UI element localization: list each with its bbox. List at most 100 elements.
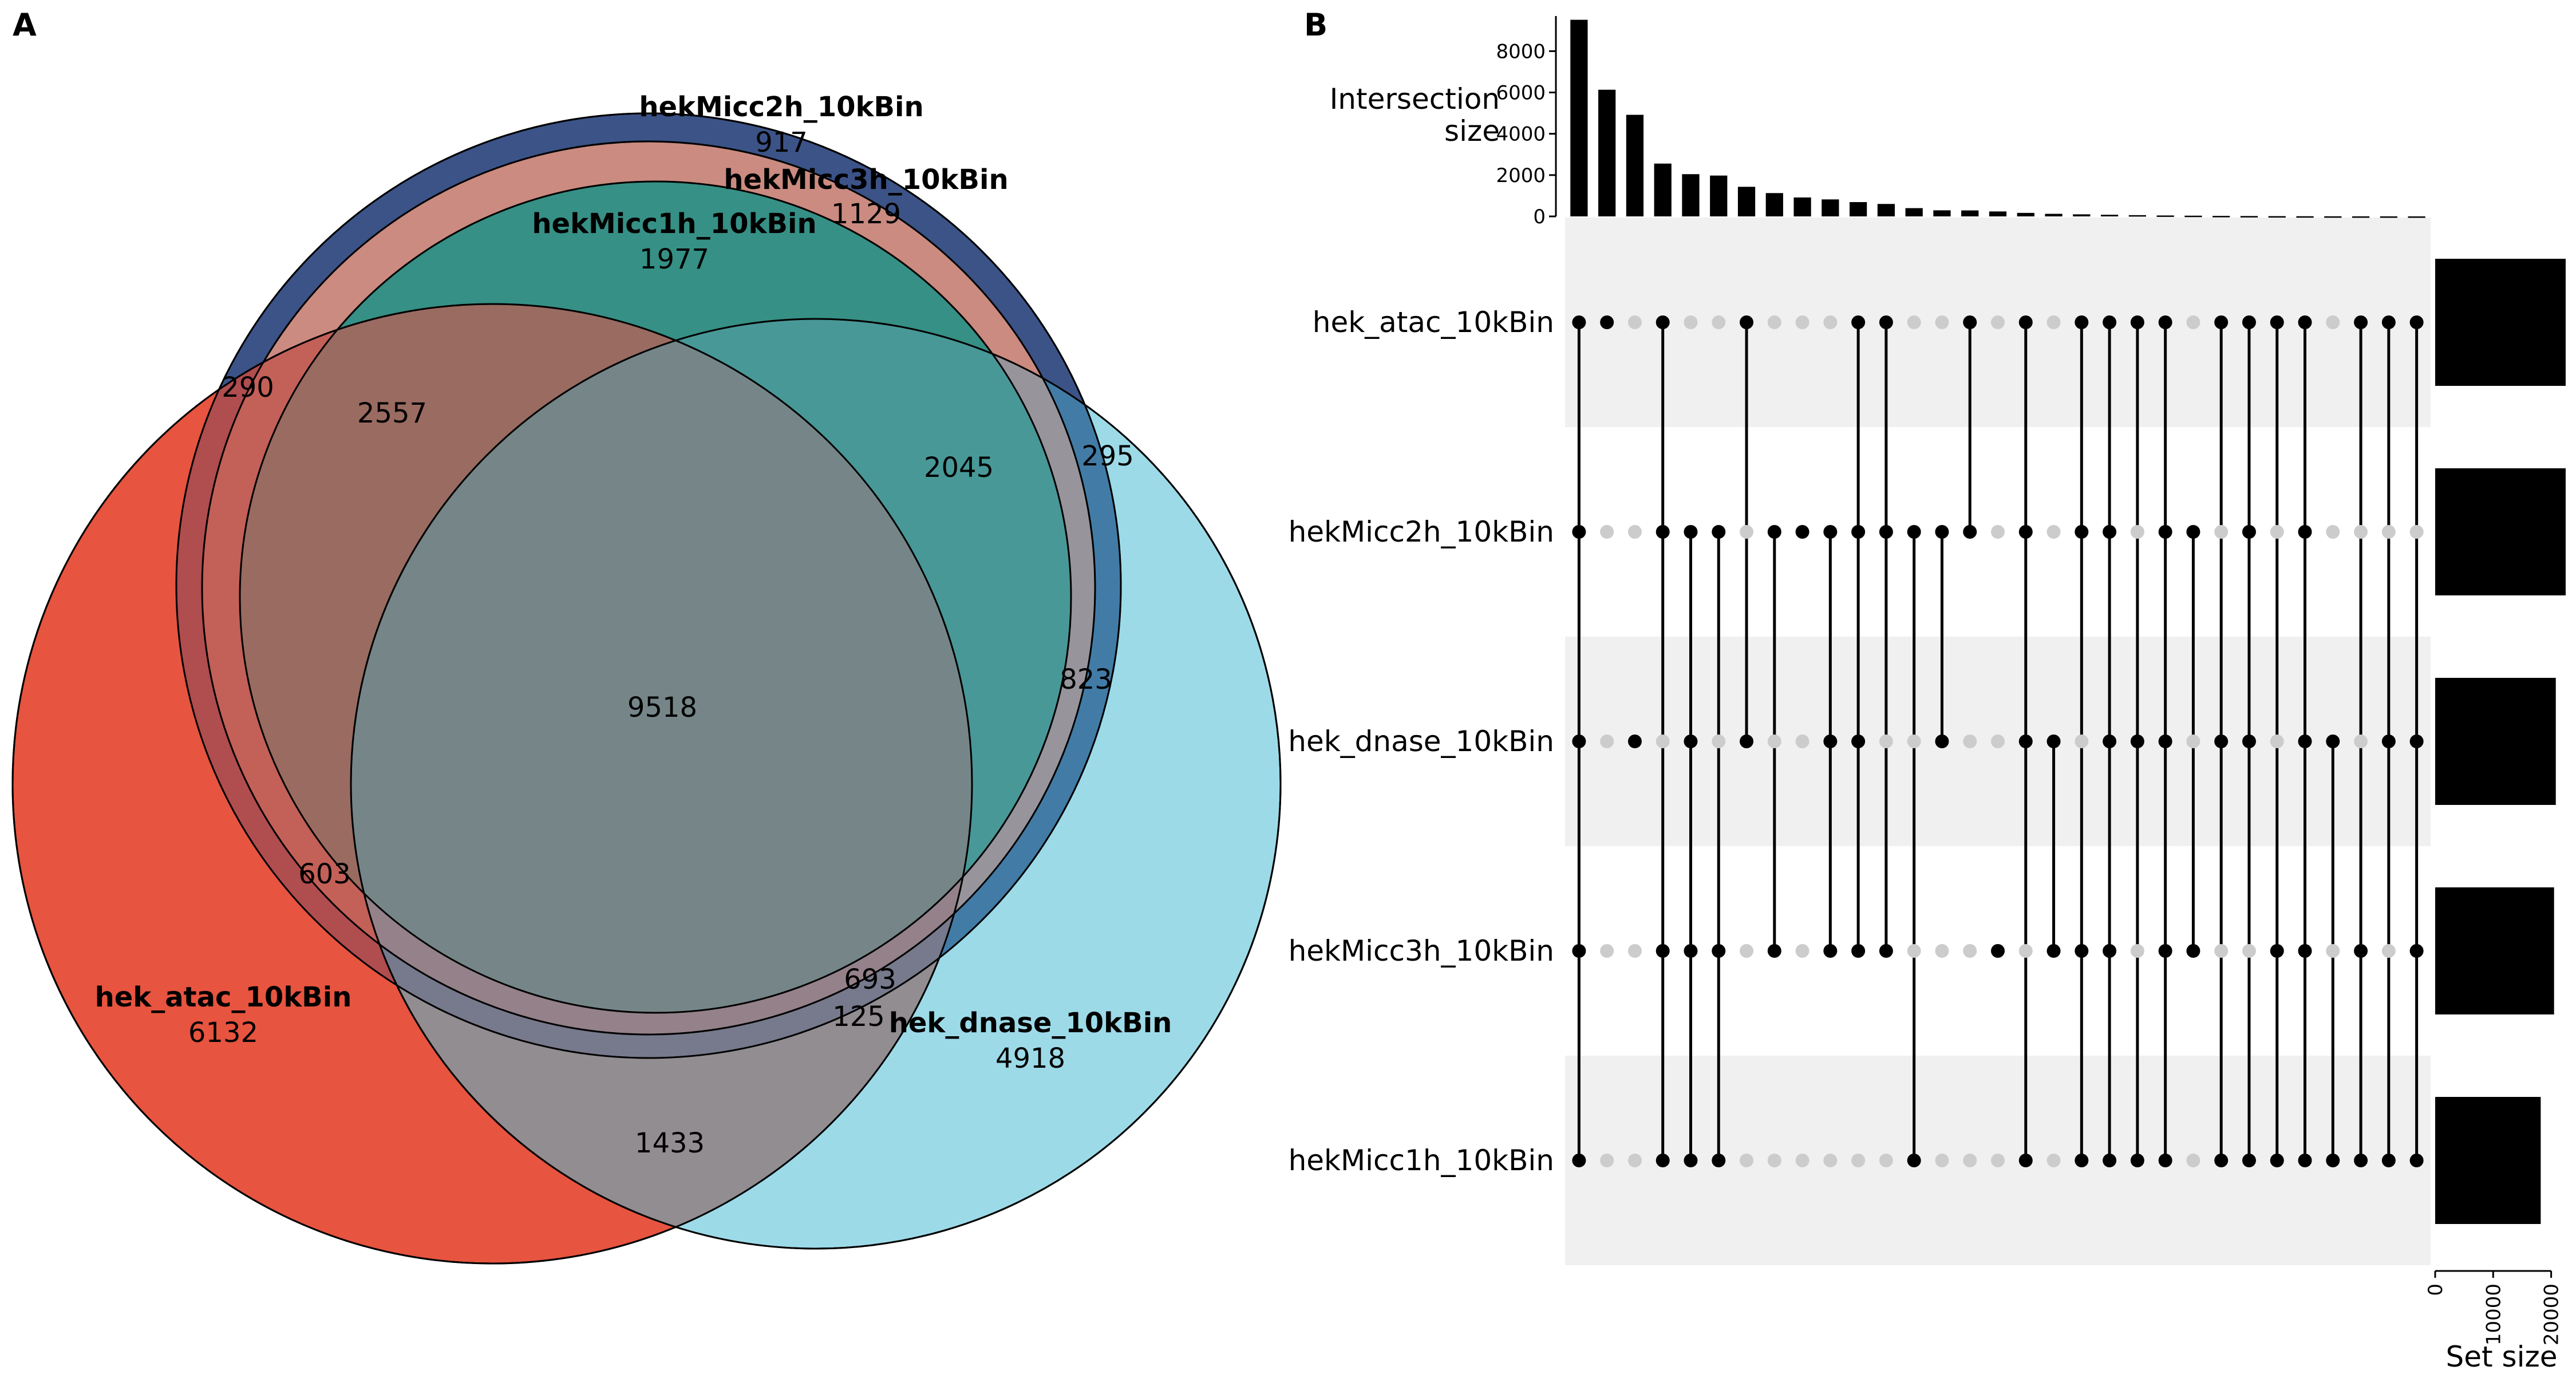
venn-region-value: 693 [844,964,896,996]
matrix-dot-inactive [1600,735,1614,748]
matrix-dot-active [2018,735,2033,748]
matrix-dot-active [2326,735,2340,748]
matrix-dot-inactive [2326,315,2340,329]
matrix-dot-active [2381,1154,2396,1167]
intersection-bar [2128,215,2146,217]
matrix-dot-inactive [1991,525,2005,539]
matrix-dot-active [2103,735,2117,748]
matrix-dot-active [2298,525,2312,539]
set-size-bar [2435,259,2566,386]
venn-region-value: 2045 [924,452,994,484]
set-label: hek_dnase_10kBin [1288,725,1554,758]
matrix-dot-active [2103,944,2117,958]
venn-set-count-hekMicc2h: 917 [755,127,808,159]
matrix-dot-active [1851,315,1866,329]
matrix-dot-active [1600,315,1614,329]
matrix-dot-inactive [2326,525,2340,539]
matrix-dot-active [1879,525,1893,539]
venn-set-count-hekMicc3h: 1129 [831,198,901,230]
matrix-dot-inactive [2214,944,2229,958]
matrix-dot-inactive [1740,944,1754,958]
intersection-bar [1961,210,1979,216]
matrix-dot-inactive [1991,315,2005,329]
matrix-dot-active [1684,944,1698,958]
matrix-dot-inactive [1627,1154,1642,1167]
matrix-dot-active [1851,944,1866,958]
matrix-dot-inactive [1851,1154,1866,1167]
matrix-dot-active [1572,944,1586,958]
intersection-size-axis: 0 2000 4000 6000 8000 Intersection size [1330,16,1557,228]
matrix-dot-inactive [1795,944,1809,958]
matrix-dot-active [1963,525,1977,539]
matrix-dot-inactive [1740,525,1754,539]
panel-label-a: A [13,7,37,43]
venn-region-value: 823 [1060,664,1112,696]
matrix-dot-active [2354,315,2368,329]
venn-region-value: 125 [832,1001,885,1033]
venn-region-value: 2557 [357,397,427,429]
matrix-dot-active [1795,525,1809,539]
matrix-dot-active [2354,1154,2368,1167]
matrix-dot-active [1740,315,1754,329]
matrix-dot-active [1879,315,1893,329]
matrix-dot-active [1712,1154,1726,1167]
matrix-dot-active [2158,944,2172,958]
matrix-dot-active [1823,525,1838,539]
matrix-dot-active [2075,1154,2089,1167]
matrix-dot-active [2214,315,2229,329]
matrix-dot-inactive [2186,735,2200,748]
matrix-dot-inactive [2409,525,2424,539]
matrix-dot-active [2326,1154,2340,1167]
matrix-dot-active [2270,315,2284,329]
matrix-dot-active [2270,944,2284,958]
venn-overlay-micc3h [202,141,1095,1035]
matrix-dot-active [2158,315,2172,329]
matrix-dot-inactive [1795,315,1809,329]
matrix-dot-inactive [1907,944,1921,958]
matrix-dot-inactive [1991,735,2005,748]
matrix-dot-active [2158,735,2172,748]
matrix-dot-active [2214,1154,2229,1167]
matrix-dot-active [1656,525,1670,539]
matrix-dot-active [1963,315,1977,329]
matrix-dot-inactive [1600,944,1614,958]
matrix-dot-inactive [1935,315,1949,329]
matrix-dot-inactive [2381,944,2396,958]
matrix-dot-active [2381,735,2396,748]
matrix-dot-inactive [2186,1154,2200,1167]
set-label: hek_atac_10kBin [1313,306,1554,339]
matrix-dot-active [1627,735,1642,748]
set-size-bar [2435,887,2554,1014]
matrix-dot-inactive [2130,944,2144,958]
matrix-dot-active [1851,525,1866,539]
matrix-dot-active [2242,315,2256,329]
matrix-dot-active [2242,735,2256,748]
intersection-y-tick-label: 6000 [1496,82,1546,105]
matrix-dot-inactive [1963,735,1977,748]
matrix-dot-active [2130,315,2144,329]
matrix-dot-inactive [1627,315,1642,329]
set-size-tick-label: 0 [2424,1284,2447,1296]
matrix-dot-active [2158,1154,2172,1167]
venn-set-label-hekMicc2h: hekMicc2h_10kBin [639,91,923,123]
matrix-dot-inactive [1712,315,1726,329]
matrix-dot-inactive [2018,944,2033,958]
intersection-bar [1737,187,1756,216]
matrix-dot-inactive [2270,525,2284,539]
matrix-dot-active [2409,944,2424,958]
intersection-bar [2073,214,2091,216]
matrix-dot-inactive [2046,525,2061,539]
matrix-dot-active [1907,525,1921,539]
matrix-dot-inactive [2354,525,2368,539]
set-label: hekMicc1h_10kBin [1289,1144,1554,1177]
intersection-size-label-line: Intersection [1330,82,1500,116]
matrix-dot-active [1656,315,1670,329]
set-size-tick-label: 20000 [2541,1284,2563,1345]
matrix-dot-active [1879,944,1893,958]
intersection-bars [1570,19,2425,218]
matrix-dot-active [1991,944,2005,958]
matrix-dot-active [2409,735,2424,748]
intersection-bar [1793,197,1811,216]
matrix-dot-active [2242,525,2256,539]
